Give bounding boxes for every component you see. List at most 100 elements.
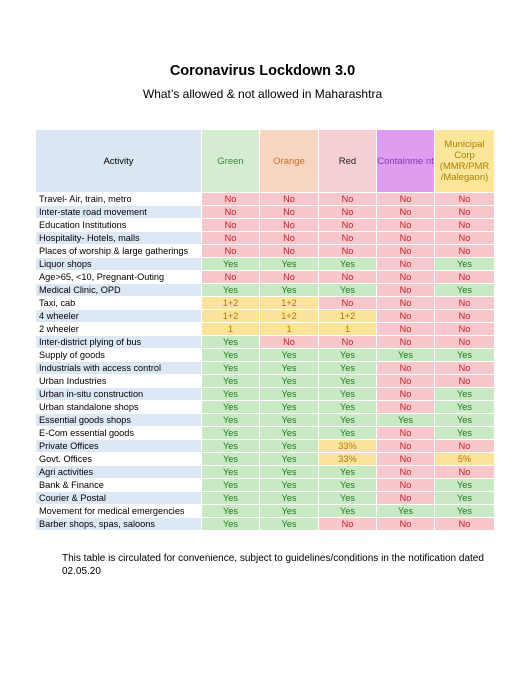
status-cell-municipal: No (434, 244, 495, 258)
status-cell-orange: Yes (259, 257, 319, 271)
table-row: Movement for medical emergencies Yes Yes Ye… (35, 504, 495, 518)
status-cell-red: 33% (318, 439, 377, 453)
status-cell-red: Yes (318, 361, 377, 375)
status-cell-orange: Yes (259, 283, 319, 297)
status-cell-containment: No (376, 192, 435, 206)
status-cell-orange: Yes (259, 439, 319, 453)
table-row: Taxi, cab 1+2 1+2 No No No (35, 296, 495, 310)
activity-cell: Industrials with access control (35, 361, 202, 375)
table-row: Hospitality- Hotels, malls No No No No No (35, 231, 495, 245)
status-cell-green: Yes (201, 335, 260, 349)
activity-cell: 4 wheeler (35, 309, 202, 323)
status-cell-red: Yes (318, 387, 377, 401)
activity-cell: Medical Clinic, OPD (35, 283, 202, 297)
status-cell-red: Yes (318, 465, 377, 479)
status-cell-green: No (201, 205, 260, 219)
status-cell-red: No (318, 231, 377, 245)
status-cell-municipal: Yes (434, 491, 495, 505)
status-cell-green: No (201, 192, 260, 206)
status-cell-green: Yes (201, 361, 260, 375)
status-cell-municipal: No (434, 374, 495, 388)
status-cell-containment: No (376, 309, 435, 323)
header-green-zone: Green (201, 129, 260, 193)
status-cell-orange: Yes (259, 452, 319, 466)
status-cell-green: 1+2 (201, 296, 260, 310)
status-cell-green: Yes (201, 439, 260, 453)
status-cell-green: Yes (201, 283, 260, 297)
status-cell-municipal: No (434, 465, 495, 479)
activity-cell: Age>65, <10, Pregnant-Outing (35, 270, 202, 284)
status-cell-red: Yes (318, 504, 377, 518)
status-cell-orange: No (259, 205, 319, 219)
status-cell-municipal: No (434, 439, 495, 453)
status-cell-containment: No (376, 205, 435, 219)
status-cell-orange: Yes (259, 361, 319, 375)
footnote: This table is circulated for convenience… (62, 553, 484, 577)
status-cell-municipal: Yes (434, 426, 495, 440)
status-cell-green: 1 (201, 322, 260, 336)
status-cell-red: No (318, 205, 377, 219)
status-cell-municipal: Yes (434, 348, 495, 362)
table-row: Travel- Air, train, metro No No No No No (35, 192, 495, 206)
activity-cell: Agri activities (35, 465, 202, 479)
header-activity: Activity (35, 129, 202, 193)
status-cell-municipal: No (434, 270, 495, 284)
status-cell-orange: 1+2 (259, 309, 319, 323)
status-cell-green: Yes (201, 400, 260, 414)
status-cell-municipal: No (434, 192, 495, 206)
page-subtitle: What’s allowed & not allowed in Maharash… (142, 87, 383, 101)
status-cell-containment: No (376, 244, 435, 258)
status-cell-red: Yes (318, 478, 377, 492)
status-cell-containment: No (376, 465, 435, 479)
status-cell-containment: No (376, 218, 435, 232)
status-cell-orange: Yes (259, 400, 319, 414)
status-cell-green: Yes (201, 348, 260, 362)
status-cell-green: Yes (201, 452, 260, 466)
activity-cell: Education Institutions (35, 218, 202, 232)
status-cell-containment: No (376, 400, 435, 414)
status-cell-red: No (318, 270, 377, 284)
activity-cell: Taxi, cab (35, 296, 202, 310)
activity-cell: Liquor shops (35, 257, 202, 271)
status-cell-municipal: No (434, 322, 495, 336)
status-cell-red: No (318, 218, 377, 232)
activity-cell: Hospitality- Hotels, malls (35, 231, 202, 245)
table-row: 4 wheeler 1+2 1+2 1+2 No No (35, 309, 495, 323)
activity-cell: Essential goods shops (35, 413, 202, 427)
status-cell-orange: Yes (259, 491, 319, 505)
activity-cell: Movement for medical emergencies (35, 504, 202, 518)
header-red-zone: Red (318, 129, 377, 193)
status-cell-containment: No (376, 322, 435, 336)
table-row: Barber shops, spas, saloons Yes Yes No No No (35, 517, 495, 531)
status-cell-municipal: No (434, 296, 495, 310)
status-cell-red: Yes (318, 348, 377, 362)
table-row: Govt. Offices Yes Yes 33% No 5% (35, 452, 495, 466)
status-cell-green: 1+2 (201, 309, 260, 323)
status-cell-red: Yes (318, 374, 377, 388)
status-cell-orange: Yes (259, 517, 319, 531)
table-row: E-Com essential goods Yes Yes Yes No Yes (35, 426, 495, 440)
status-cell-green: No (201, 244, 260, 258)
table-row: Age>65, <10, Pregnant-Outing No No No No No (35, 270, 495, 284)
status-cell-red: No (318, 517, 377, 531)
table-row: Urban in-situ construction Yes Yes Yes No Yes (35, 387, 495, 401)
status-cell-red: 33% (318, 452, 377, 466)
table-row: Places of worship & large gatherings No No… (35, 244, 495, 258)
status-cell-orange: No (259, 231, 319, 245)
table-row: Urban standalone shops Yes Yes Yes No Yes (35, 400, 495, 414)
status-cell-orange: Yes (259, 504, 319, 518)
table-body: Travel- Air, train, metro No No No No No Inter… (35, 192, 495, 531)
activity-cell: Bank & Finance (35, 478, 202, 492)
status-cell-municipal: No (434, 517, 495, 531)
status-cell-red: No (318, 244, 377, 258)
activity-cell: Inter-district plying of bus (35, 335, 202, 349)
status-cell-green: Yes (201, 374, 260, 388)
status-cell-red: 1 (318, 322, 377, 336)
status-cell-containment: No (376, 517, 435, 531)
status-cell-containment: No (376, 426, 435, 440)
activity-cell: Govt. Offices (35, 452, 202, 466)
status-cell-red: Yes (318, 257, 377, 271)
status-cell-orange: No (259, 192, 319, 206)
header-municipal-corp: Municipal Corp (MMR/PMR /Malegaon) (434, 129, 495, 193)
status-cell-green: Yes (201, 517, 260, 531)
